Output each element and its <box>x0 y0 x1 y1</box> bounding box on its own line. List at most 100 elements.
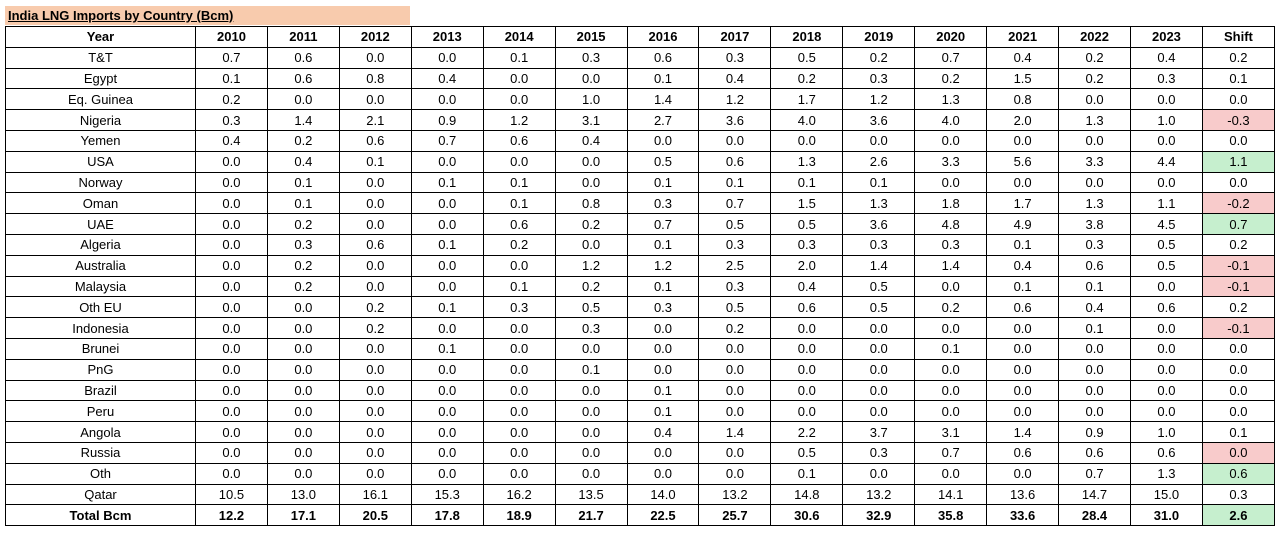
table-cell: 17.1 <box>266 504 340 527</box>
table-cell: 0.0 <box>410 400 484 423</box>
table-cell: 0.1 <box>626 233 700 256</box>
table-cell: 0.2 <box>266 254 340 277</box>
table-cell: 0.1 <box>770 462 844 485</box>
table-cell: 5.6 <box>986 150 1060 173</box>
table-cell: 0.0 <box>770 337 844 360</box>
table-cell: 0.0 <box>698 337 772 360</box>
table-cell: 0.0 <box>410 462 484 485</box>
table-cell: 0.5 <box>770 46 844 69</box>
table-cell: 0.3 <box>698 46 772 69</box>
table-cell: 0.0 <box>195 150 268 173</box>
table-cell: 0.3 <box>1058 233 1131 256</box>
data-row: PnG 0.0 0.0 0.0 0.0 0.0 0.1 0.0 0.0 0.0 0.0 0.0 0.0 0… <box>5 358 1276 381</box>
table-cell: 3.6 <box>698 109 772 131</box>
table-cell: 0.6 <box>338 129 412 152</box>
table-cell: -0.3 <box>1201 109 1276 131</box>
table-cell: 0.4 <box>1129 46 1203 69</box>
table-cell: 12.2 <box>195 504 268 527</box>
table-cell: 0.7 <box>914 46 988 69</box>
table-cell: 0.4 <box>1058 296 1131 319</box>
table-cell: 0.0 <box>770 358 844 381</box>
table-cell: Brazil <box>5 379 196 402</box>
table-cell: 0.7 <box>626 213 700 235</box>
table-cell: 0.0 <box>914 171 988 194</box>
table-cell: 0.5 <box>626 150 700 173</box>
table-cell: 0.0 <box>410 421 484 443</box>
table-cell: 0.0 <box>338 275 412 298</box>
table-cell: 0.7 <box>195 46 268 69</box>
table-cell: 0.0 <box>986 462 1060 485</box>
table-cell: 0.1 <box>482 192 556 215</box>
table-cell: 4.0 <box>770 109 844 131</box>
table-cell: 0.0 <box>842 129 916 152</box>
table-cell: 1.5 <box>770 192 844 215</box>
table-cell: 0.0 <box>195 254 268 277</box>
table-cell: 2011 <box>266 26 340 48</box>
table-cell: 16.1 <box>338 483 412 506</box>
table-cell: 2.6 <box>842 150 916 173</box>
table-cell: 3.6 <box>842 109 916 131</box>
table-cell: 0.0 <box>1058 337 1131 360</box>
table-cell: 0.0 <box>266 400 340 423</box>
table-cell: 0.0 <box>195 192 268 215</box>
header-row: Year 2010 2011 2012 2013 2014 2015 2016 2017 2018… <box>5 26 1276 48</box>
table-cell: 0.4 <box>554 129 628 152</box>
table-cell: 2019 <box>842 26 916 48</box>
table-cell: 0.0 <box>626 337 700 360</box>
table-cell: 0.0 <box>266 462 340 485</box>
table-cell: 0.0 <box>410 150 484 173</box>
table-cell: Russia <box>5 441 196 464</box>
table-cell: 0.0 <box>195 462 268 485</box>
data-row: Egypt 0.1 0.6 0.8 0.4 0.0 0.0 0.1 0.4 0.2 0.3 0.2 1.… <box>5 67 1276 90</box>
table-cell: 0.3 <box>482 296 556 319</box>
table-cell: 0.0 <box>1129 317 1203 339</box>
table-cell: 0.0 <box>410 441 484 464</box>
table-cell: 0.2 <box>914 67 988 90</box>
data-row: USA 0.0 0.4 0.1 0.0 0.0 0.0 0.5 0.6 1.3 2.6 3.3 5.6 3… <box>5 150 1276 173</box>
table-cell: Eq. Guinea <box>5 88 196 111</box>
table-cell: 3.6 <box>842 213 916 235</box>
table-cell: 0.2 <box>914 296 988 319</box>
table-cell: 0.0 <box>195 358 268 381</box>
table-cell: 0.0 <box>626 358 700 381</box>
table-cell: 0.0 <box>770 317 844 339</box>
table-cell: 0.3 <box>266 233 340 256</box>
table-cell: 0.0 <box>195 275 268 298</box>
table-cell: 0.0 <box>338 462 412 485</box>
table-cell: 0.0 <box>986 129 1060 152</box>
table-cell: 0.0 <box>410 379 484 402</box>
table-cell: 0.0 <box>195 213 268 235</box>
table-cell: 0.6 <box>482 129 556 152</box>
table-cell: 0.3 <box>842 441 916 464</box>
table-cell: 2.2 <box>770 421 844 443</box>
table-cell: 0.1 <box>986 233 1060 256</box>
table-cell: 0.0 <box>914 129 988 152</box>
table-cell: 0.0 <box>410 192 484 215</box>
table-cell: -0.1 <box>1201 254 1276 277</box>
table-cell: 0.0 <box>626 317 700 339</box>
table-cell: 2015 <box>554 26 628 48</box>
data-row: Angola 0.0 0.0 0.0 0.0 0.0 0.0 0.4 1.4 2.2 3.7 3.1 1… <box>5 421 1276 443</box>
table-cell: 0.0 <box>914 400 988 423</box>
table-cell: Nigeria <box>5 109 196 131</box>
table-cell: 0.0 <box>1201 88 1276 111</box>
table-cell: 0.6 <box>1058 441 1131 464</box>
table-cell: 20.5 <box>338 504 412 527</box>
table-cell: 0.6 <box>1201 462 1276 485</box>
table-cell: 31.0 <box>1129 504 1203 527</box>
table-cell: 0.0 <box>266 379 340 402</box>
table-cell: 0.1 <box>770 171 844 194</box>
table-cell: 0.0 <box>554 400 628 423</box>
table-cell: 0.0 <box>986 400 1060 423</box>
table-cell: 0.1 <box>1058 317 1131 339</box>
table-cell: 1.1 <box>1129 192 1203 215</box>
data-table: Year 2010 2011 2012 2013 2014 2015 2016 2017 2018… <box>5 26 1276 527</box>
table-cell: 1.3 <box>842 192 916 215</box>
table-cell: 3.1 <box>554 109 628 131</box>
table-cell: 3.7 <box>842 421 916 443</box>
data-row: Malaysia 0.0 0.2 0.0 0.0 0.1 0.2 0.1 0.3 0.4 0.5 0.… <box>5 275 1276 298</box>
table-cell: 0.2 <box>266 213 340 235</box>
table-cell: 0.1 <box>626 171 700 194</box>
table-cell: 2014 <box>482 26 556 48</box>
table-cell: 0.5 <box>698 296 772 319</box>
